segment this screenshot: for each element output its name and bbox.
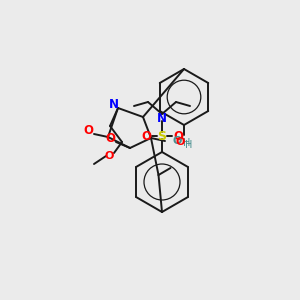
Text: O: O <box>104 151 114 161</box>
Text: O: O <box>105 131 115 145</box>
Text: H: H <box>185 140 193 150</box>
Text: O: O <box>141 130 151 142</box>
Text: N: N <box>109 98 119 110</box>
Text: N: N <box>157 112 167 124</box>
Text: O: O <box>83 124 93 137</box>
Text: S: S <box>158 130 166 142</box>
Text: O: O <box>172 136 182 146</box>
Text: O: O <box>173 130 183 142</box>
Text: O: O <box>175 137 185 147</box>
Text: H: H <box>183 138 191 148</box>
